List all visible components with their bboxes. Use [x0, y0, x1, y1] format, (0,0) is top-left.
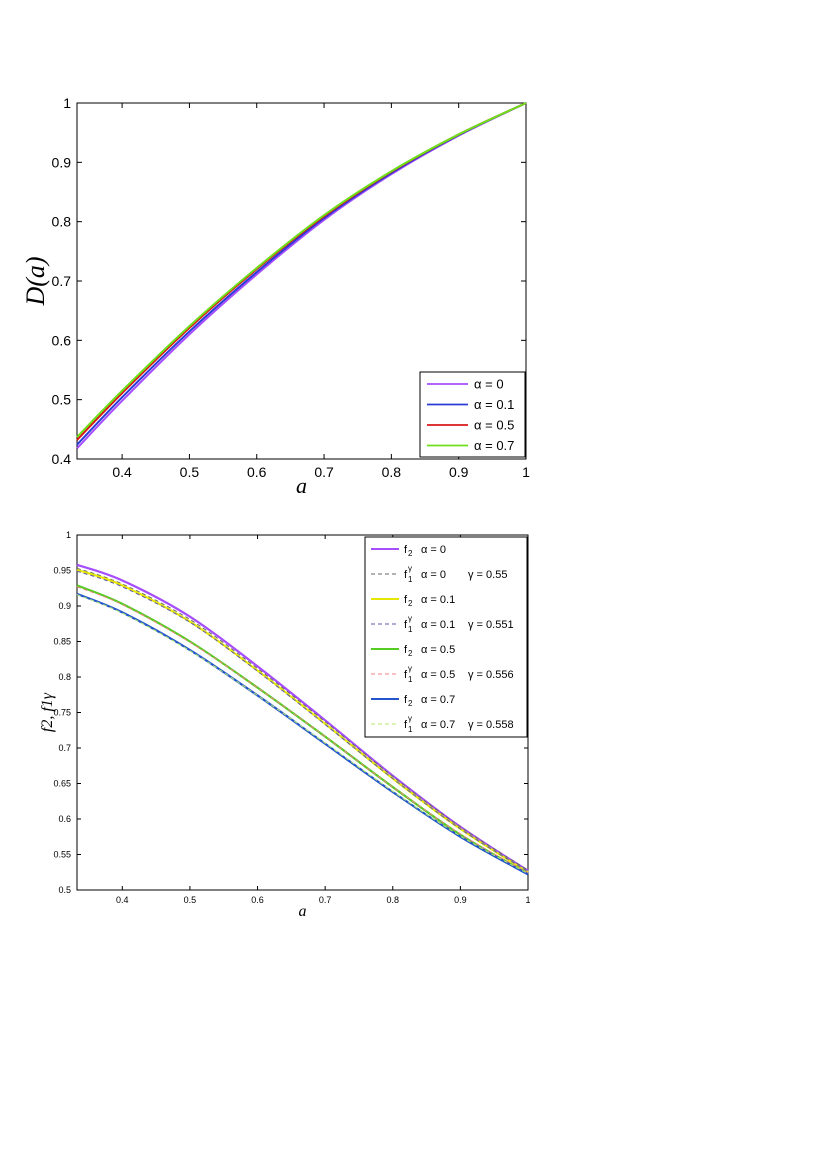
chart2-legend-label-alpha: α = 0.7 — [421, 694, 455, 706]
chart2-y-tick-label: 0.6 — [58, 814, 71, 824]
chart2-y-tick-label: 1 — [66, 530, 71, 540]
chart2: 0.4 0.5 0.6 0.7 0.8 0.9 1 0.5 0.55 0.6 0.65 0.7 0.75… — [39, 530, 531, 920]
chart1-y-tick-label: 0.8 — [52, 214, 72, 230]
chart2-legend-label-gamma: γ = 0.55 — [468, 569, 507, 581]
chart2-legend-func-sub: 2 — [408, 599, 413, 608]
chart2-series-line-1 — [76, 563, 529, 872]
chart2-series-line-5 — [76, 584, 529, 875]
chart2-y-tick-label: 0.65 — [53, 779, 71, 789]
chart2-legend-func-f1: f — [404, 569, 408, 581]
chart1-x-tick-label: 0.7 — [314, 464, 334, 480]
chart2-y-tick-label: 0.75 — [53, 708, 71, 718]
chart2-y-axis-label: f2, f1γ — [39, 692, 56, 732]
chart2-x-tick-label: 0.8 — [387, 895, 400, 905]
chart2-x-tick-label: 0.7 — [319, 895, 332, 905]
chart1-y-tick-label: 1 — [63, 95, 71, 111]
chart1-y-tick-label: 0.6 — [52, 332, 72, 348]
chart2-legend-func-sub: 1 — [408, 725, 413, 734]
chart1-x-tick-label: 0.9 — [449, 464, 469, 480]
chart2-legend-label-alpha: α = 0 — [421, 569, 446, 581]
chart2-legend-label-alpha: α = 0.1 — [421, 594, 455, 606]
chart2-series-line-3 — [76, 568, 529, 874]
chart2-legend-label-alpha: α = 0.7 — [421, 719, 455, 731]
chart2-legend-func-f1: f — [404, 619, 408, 631]
chart1-y-tick-label: 0.4 — [52, 451, 72, 467]
chart1-x-tick-label: 0.6 — [247, 464, 267, 480]
chart2-legend-label-gamma: γ = 0.558 — [468, 719, 514, 731]
chart2-x-tick-label: 0.5 — [184, 895, 197, 905]
chart2-legend-label-gamma: γ = 0.556 — [468, 669, 514, 681]
chart1-x-axis-label: a — [296, 473, 307, 498]
chart2-legend-func-f2: f — [404, 644, 408, 656]
chart1-x-tick-label: 0.4 — [112, 464, 132, 480]
chart2-legend-label-alpha: α = 0.5 — [421, 669, 455, 681]
chart2-legend-func-f2: f — [404, 594, 408, 606]
chart1-y-axis-label: D(a) — [21, 256, 50, 306]
chart2-legend-func-sup: γ — [408, 664, 412, 673]
chart2-x-tick-label: 1 — [525, 895, 530, 905]
chart2-y-tick-label: 0.8 — [58, 672, 71, 682]
chart2-legend-label-alpha: α = 0 — [421, 544, 446, 556]
chart2-y-tick-label: 0.7 — [58, 743, 71, 753]
chart1-legend-label: α = 0 — [474, 377, 504, 392]
chart1-x-tick-label: 1 — [522, 464, 530, 480]
chart1-legend-label: α = 0.5 — [474, 418, 514, 433]
chart2-legend-func-f1: f — [404, 719, 408, 731]
chart2-y-tick-label: 0.95 — [53, 566, 71, 576]
chart2-series-line-8 — [76, 594, 529, 875]
chart1-x-tick-label: 0.8 — [382, 464, 402, 480]
chart2-x-axis-label: a — [299, 903, 307, 920]
chart2-series-line-4 — [76, 570, 529, 872]
chart2-legend-func-sup: γ — [408, 564, 412, 573]
chart2-y-tick-label: 0.5 — [58, 885, 71, 895]
chart1: 0.4 0.5 0.6 0.7 0.8 0.9 1 0.4 0.5 0.6 0.7 0.8 0.9 1 a D… — [21, 95, 530, 498]
chart2-legend-box — [364, 536, 528, 738]
chart2-legend-func-f2: f — [404, 694, 408, 706]
chart2-legend-func-sub: 2 — [408, 699, 413, 708]
chart2-x-tick-label: 0.9 — [454, 895, 467, 905]
chart2-x-tick-label: 0.4 — [116, 895, 129, 905]
chart2-legend-func-sup: γ — [408, 614, 412, 623]
chart1-y-tick-label: 0.5 — [52, 392, 72, 408]
chart2-legend-func-sup: γ — [408, 714, 412, 723]
chart2-legend-func-f1: f — [404, 669, 408, 681]
chart2-legend-label-alpha: α = 0.1 — [421, 619, 455, 631]
chart2-legend-func-sub: 1 — [408, 625, 413, 634]
chart2-legend-func-sub: 1 — [408, 575, 413, 584]
chart2-y-tick-label: 0.55 — [53, 850, 71, 860]
chart1-series-line-4 — [76, 102, 527, 438]
chart2-series-line-6 — [76, 586, 529, 874]
chart2-legend-label-gamma: γ = 0.551 — [468, 619, 514, 631]
chart2-legend-func-sub: 2 — [408, 649, 413, 658]
chart1-legend-label: α = 0.7 — [474, 438, 514, 453]
chart2-y-tick-label: 0.9 — [58, 601, 71, 611]
chart2-x-tick-label: 0.6 — [251, 895, 264, 905]
chart1-y-tick-label: 0.9 — [52, 154, 72, 170]
chart1-y-tick-label: 0.7 — [52, 273, 72, 289]
chart1-x-tick-label: 0.5 — [180, 464, 200, 480]
chart2-legend-func-sub: 2 — [408, 549, 413, 558]
chart2-legend-label-alpha: α = 0.5 — [421, 644, 455, 656]
chart2-legend-func-sub: 1 — [408, 675, 413, 684]
chart2-series-line-2 — [76, 567, 529, 871]
chart2-legend-func-f2: f — [404, 544, 408, 556]
chart1-legend-label: α = 0.1 — [474, 397, 514, 412]
chart1-legend: α = 0 α = 0.1 α = 0.5 α = 0.7 — [419, 371, 526, 458]
chart2-series-line-7 — [76, 592, 529, 876]
chart1-legend-box — [419, 371, 526, 458]
chart2-y-tick-label: 0.85 — [53, 637, 71, 647]
